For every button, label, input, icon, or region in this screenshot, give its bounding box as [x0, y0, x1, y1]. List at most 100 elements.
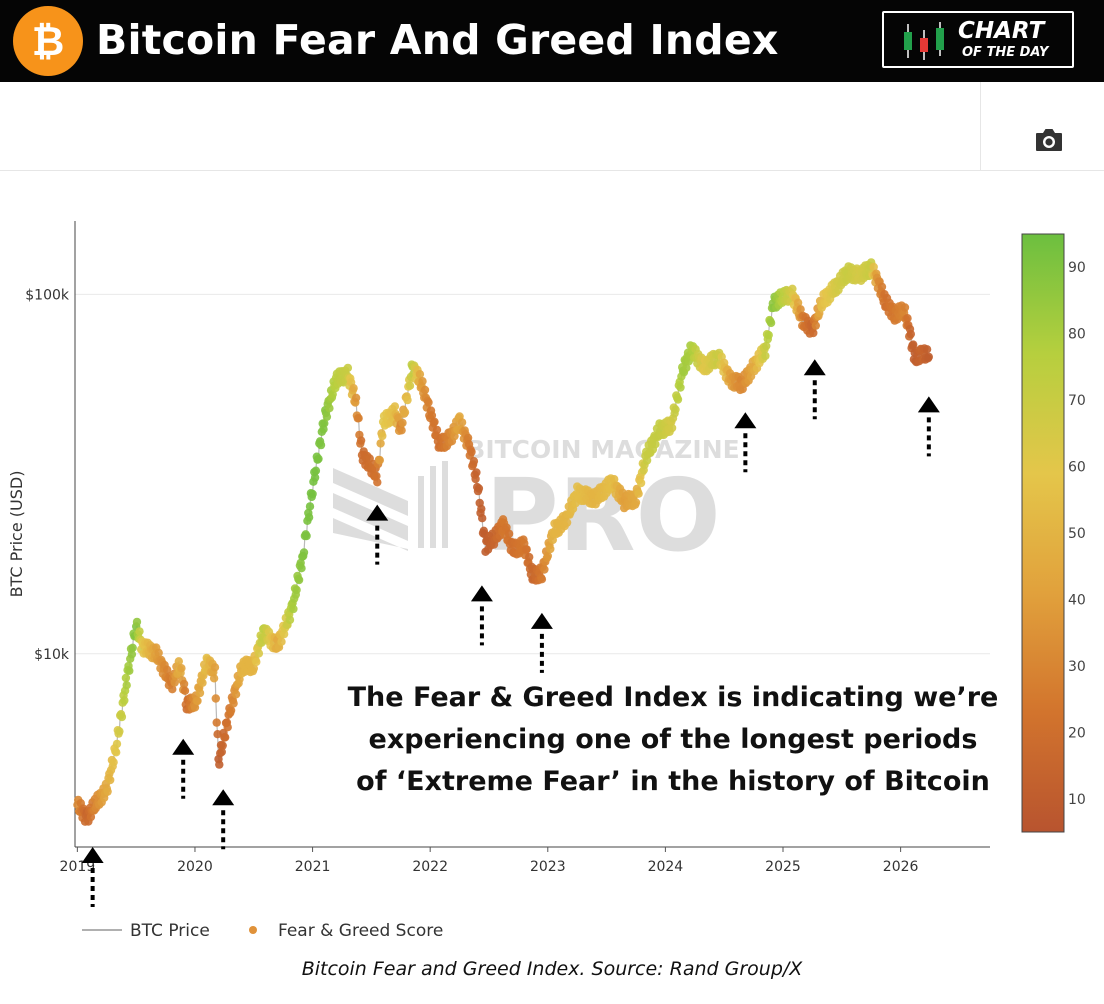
fear-greed-point	[471, 474, 480, 484]
fear-greed-point	[796, 305, 805, 314]
fear-greed-point	[793, 298, 803, 307]
fear-greed-point	[311, 466, 321, 475]
extreme-fear-arrow	[172, 738, 195, 799]
colorbar-scale	[1021, 233, 1065, 833]
fear-greed-point	[193, 696, 202, 706]
arrow-head	[530, 612, 553, 629]
fear-greed-point	[764, 330, 773, 340]
chart-of-the-day-badge: CHART OF THE DAY	[882, 11, 1074, 68]
fear-greed-point	[226, 706, 236, 715]
fear-greed-point	[761, 351, 770, 361]
fear-greed-point	[525, 552, 534, 562]
x-tick-label: 2023	[530, 859, 566, 875]
fear-greed-point	[673, 395, 683, 404]
fear-greed-point	[546, 544, 555, 554]
fear-greed-point	[195, 688, 205, 698]
fear-greed-point	[909, 340, 918, 349]
arrow-head	[81, 847, 104, 863]
arrow-head	[212, 789, 235, 806]
bitcoin-logo-glyph: ₿	[32, 19, 65, 65]
fear-greed-point	[322, 412, 332, 421]
colorbar-tick-label: 70	[1068, 393, 1086, 409]
fear-greed-point	[667, 423, 677, 433]
fear-greed-point	[397, 426, 406, 435]
x-tick-label: 2026	[883, 859, 919, 875]
fear-greed-point	[299, 548, 309, 557]
y-tick-label: $100k	[25, 287, 70, 303]
arrow-head	[470, 585, 493, 602]
fear-greed-point	[252, 657, 261, 667]
fear-greed-point	[463, 433, 473, 442]
annotations: The Fear & Greed Index is indicating we’…	[81, 359, 998, 907]
arrow-head	[803, 359, 826, 376]
fear-greed-point	[229, 699, 238, 708]
fear-greed-point	[112, 748, 121, 757]
fear-greed-point	[457, 418, 467, 427]
fear-greed-point	[522, 545, 531, 554]
fear-greed-point	[432, 425, 442, 435]
colorbar-tick-label: 90	[1068, 260, 1086, 276]
fear-greed-point	[135, 627, 144, 636]
fear-greed-point	[122, 681, 131, 690]
y-axis-label: BTC Price (USD)	[7, 471, 26, 598]
fear-greed-point	[474, 484, 484, 493]
extreme-fear-arrow	[470, 585, 493, 646]
fear-greed-point	[467, 447, 476, 457]
plot-area	[73, 258, 933, 826]
fear-greed-point	[922, 345, 932, 354]
fear-greed-point	[179, 679, 189, 689]
fear-greed-point	[223, 723, 232, 732]
fear-greed-point	[198, 678, 207, 687]
fear-greed-point	[117, 712, 127, 722]
fear-greed-point	[543, 551, 552, 561]
fear-greed-point	[127, 650, 137, 659]
arrow-head	[172, 738, 195, 755]
fear-greed-point	[877, 282, 887, 291]
fear-greed-point	[504, 529, 514, 538]
fear-greed-point	[316, 440, 326, 450]
fear-greed-point	[218, 741, 227, 750]
fear-greed-point	[415, 370, 425, 379]
fear-greed-point	[610, 475, 619, 484]
arrow-head	[734, 412, 757, 429]
legend-btc-price-label: BTC Price	[130, 921, 210, 941]
camera-icon[interactable]	[1034, 127, 1064, 153]
fear-greed-point	[424, 398, 433, 407]
fear-greed-point	[304, 513, 314, 522]
fear-greed-point	[289, 604, 298, 614]
fear-greed-point	[109, 758, 118, 767]
fear-greed-point	[308, 489, 317, 499]
x-tick-label: 2020	[177, 859, 213, 875]
fear-greed-point	[418, 377, 427, 386]
fear-greed-point	[285, 615, 295, 625]
arrow-head	[917, 396, 940, 413]
fear-greed-point	[310, 473, 320, 482]
fear-greed-chart: BITCOIN MAGAZINE PRO BTC Price (USD) $10…	[7, 221, 1086, 941]
fear-greed-point	[302, 531, 311, 541]
fear-greed-point	[215, 760, 224, 769]
fear-greed-point	[325, 404, 334, 413]
annotation-text-line: experiencing one of the longest periods	[369, 724, 978, 755]
fear-greed-point	[403, 395, 412, 405]
fear-greed-point	[115, 727, 124, 736]
fear-greed-point	[924, 352, 933, 362]
candlestick-icon	[904, 22, 944, 60]
fear-greed-point	[762, 341, 771, 351]
fear-greed-point	[900, 303, 910, 312]
fear-greed-point	[106, 775, 115, 785]
fear-greed-point	[766, 318, 776, 328]
fear-greed-point	[154, 648, 163, 657]
x-tick-label: 2021	[295, 859, 331, 875]
fear-greed-point	[809, 328, 818, 338]
fear-greed-point	[378, 431, 387, 441]
fear-greed-point	[210, 663, 220, 672]
fear-greed-point	[343, 363, 353, 373]
watermark-line1: BITCOIN MAGAZINE	[466, 435, 739, 464]
header-bar: ₿ Bitcoin Fear And Greed Index CHART OF …	[0, 0, 1104, 82]
extreme-fear-arrow	[366, 504, 389, 565]
fear-greed-point	[375, 456, 384, 465]
fear-greed-point	[537, 575, 547, 584]
fear-greed-point	[231, 690, 241, 699]
fear-greed-point	[636, 478, 646, 488]
colorbar-tick-label: 40	[1068, 592, 1086, 608]
